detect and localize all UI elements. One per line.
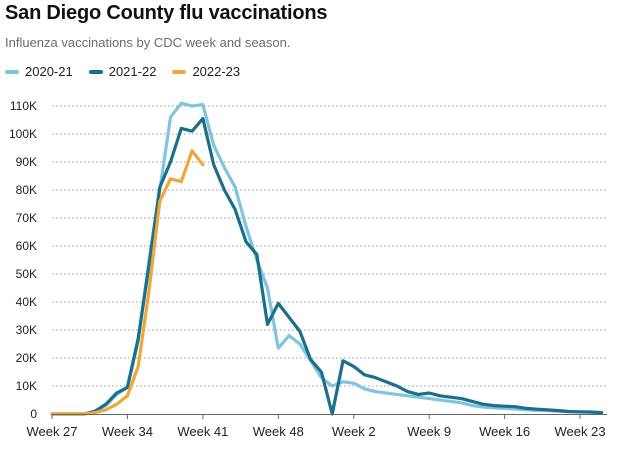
grid-layer [52,105,607,387]
legend-swatch-2020-21 [5,69,19,74]
x-tick-label: Week 34 [102,424,153,439]
x-tick-label: Week 48 [253,424,304,439]
legend-swatch-2021-22 [88,69,103,74]
legend-item-2022-23: 2022-23 [172,64,240,79]
legend-label-2021-22: 2021-22 [108,64,157,79]
legend: 2020-21 2021-22 2022-23 [5,64,256,79]
y-tick-label: 0 [30,407,37,421]
y-tick-label: 50K [16,267,37,281]
y-tick-label: 40K [16,295,37,309]
x-tick-label: Week 27 [26,424,77,439]
series-line-2021-22 [50,116,604,416]
y-tick-label: 30K [16,323,37,337]
legend-item-2021-22: 2021-22 [88,64,157,79]
axis-layer: 0 10K 20K 30K 40K 50K 60K 70K 80K 90K 100K 110K Week… [9,99,607,439]
y-tick-label: 10K [16,379,37,393]
y-tick-label: 90K [16,155,37,169]
x-tick-label: Week 9 [407,424,451,439]
legend-item-2020-21: 2020-21 [5,64,73,79]
legend-label-2022-23: 2022-23 [192,64,241,79]
x-tick-label: Week 23 [555,424,606,439]
y-tick-label: 70K [16,211,37,225]
series-line-2020-21 [50,101,604,416]
y-tick-label: 60K [16,239,37,253]
y-tick-label: 110K [10,99,37,113]
series-layer [50,101,604,416]
x-tick-label: Week 16 [479,424,530,439]
x-tick-label: Week 41 [177,424,228,439]
y-tick-label: 20K [16,351,37,365]
x-tick-label: Week 2 [332,424,376,439]
chart-title: San Diego County flu vaccinations [5,2,328,24]
y-tick-label: 80K [16,183,37,197]
y-tick-label: 100K [9,127,37,141]
chart-subtitle: Influenza vaccinations by CDC week and s… [5,35,291,50]
legend-swatch-2022-23 [172,69,187,74]
legend-label-2020-21: 2020-21 [25,64,73,79]
